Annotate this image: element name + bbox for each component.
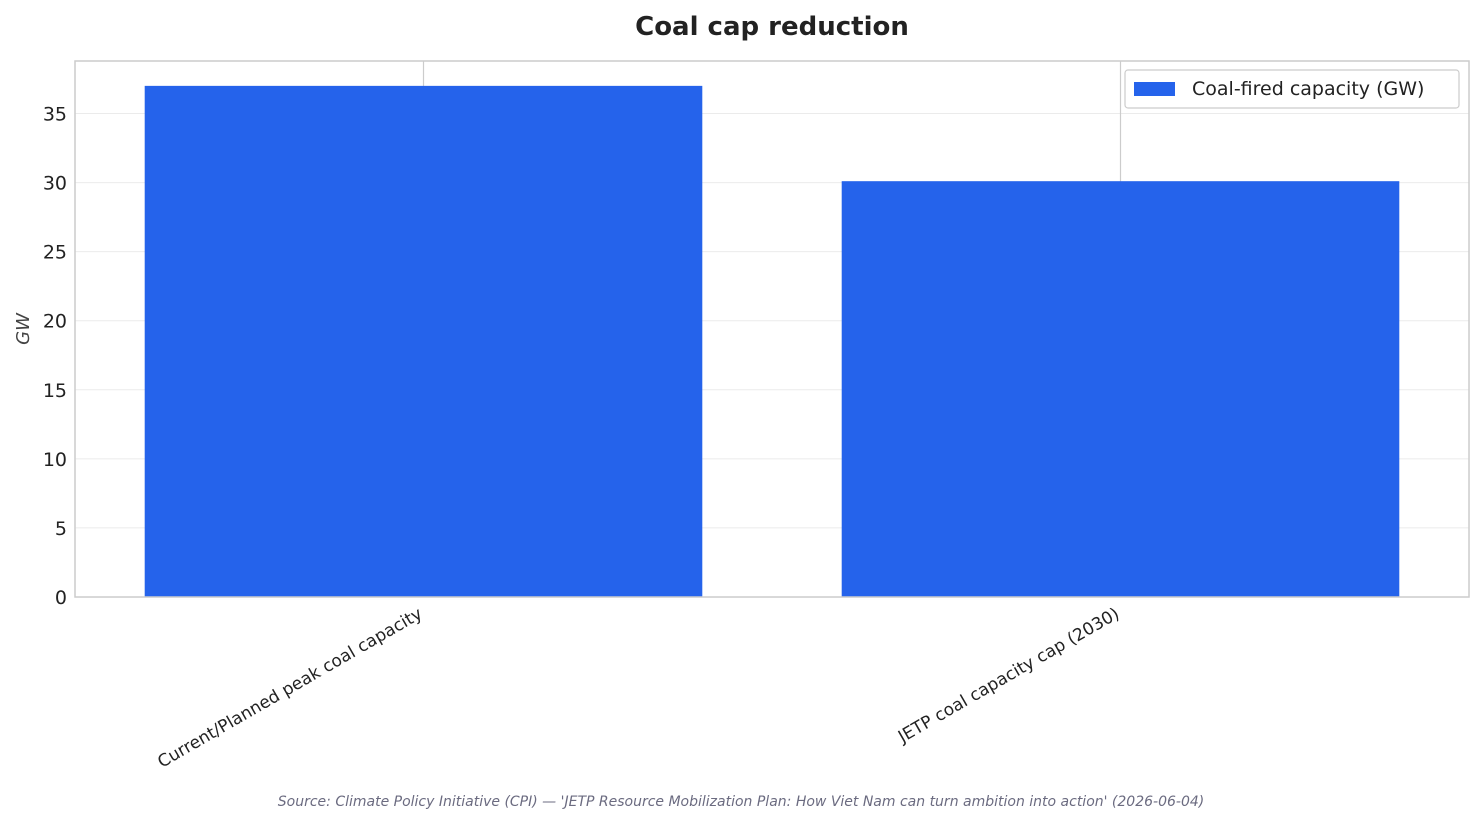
chart-title: Coal cap reduction — [635, 12, 909, 42]
x-axis-ticks: Current/Planned peak coal capacity JETP c… — [154, 604, 1123, 772]
legend-label: Coal-fired capacity (GW) — [1192, 78, 1424, 100]
bar — [841, 181, 1400, 598]
y-axis-label: GW — [13, 312, 34, 345]
y-tick-label: 20 — [43, 311, 67, 333]
legend-box — [1124, 69, 1460, 109]
legend-swatch — [1134, 82, 1175, 96]
y-tick-label: 10 — [43, 449, 67, 471]
y-tick-label: 15 — [43, 380, 67, 402]
y-tick-label: 30 — [43, 173, 67, 195]
y-tick-label: 35 — [43, 103, 67, 125]
x-tick-label: JETP coal capacity cap (2030) — [894, 604, 1123, 748]
y-axis-ticks: 0 5 10 15 20 25 30 35 — [43, 103, 67, 609]
bar — [144, 85, 703, 598]
y-tick-label: 25 — [43, 242, 67, 264]
bars — [144, 85, 1400, 598]
source-note: Source: Climate Policy Initiative (CPI) … — [278, 794, 1204, 810]
y-tick-label: 5 — [55, 518, 67, 540]
x-tick-label: Current/Planned peak coal capacity — [154, 604, 426, 772]
legend: Coal-fired capacity (GW) — [1124, 69, 1460, 109]
y-tick-label: 0 — [55, 587, 67, 609]
plot-frame — [74, 60, 1470, 598]
